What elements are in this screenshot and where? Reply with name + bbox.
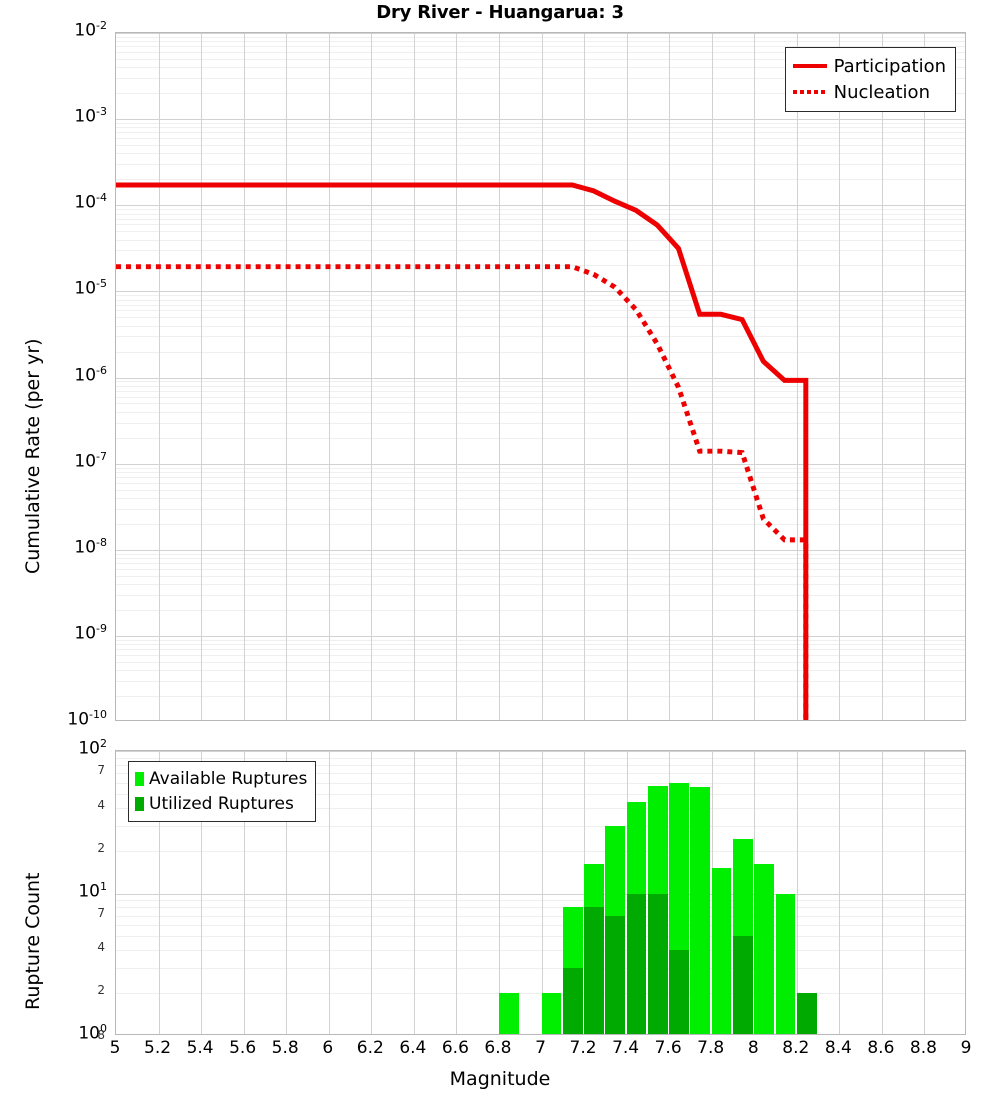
y-tick-label-minor: 7 (97, 763, 105, 777)
available-swatch-icon (135, 772, 144, 786)
x-tick-label: 5.4 (187, 1038, 214, 1058)
figure: Dry River - Huangarua: 3 Cumulative Rate… (0, 0, 1000, 1100)
legend-label: Available Ruptures (149, 769, 307, 789)
x-tick-label: 9 (961, 1038, 972, 1058)
grid-line-v (414, 751, 415, 1035)
x-tick-label: 5.8 (272, 1038, 299, 1058)
y-tick-label-top: 10-5 (74, 277, 107, 299)
x-axis-label: Magnitude (0, 1068, 1000, 1090)
legend-label: Participation (834, 56, 946, 77)
x-tick-label: 8 (748, 1038, 759, 1058)
bar-available (690, 787, 710, 1035)
bar-utilized (733, 936, 753, 1035)
x-tick-label: 5 (110, 1038, 121, 1058)
grid-line-v (882, 751, 883, 1035)
y-axis-label-bottom: Rupture Count (22, 873, 44, 1011)
x-tick-label: 7.6 (655, 1038, 682, 1058)
x-tick-label: 7.4 (612, 1038, 639, 1058)
grid-line-v (924, 751, 925, 1035)
grid-line-v (371, 751, 372, 1035)
x-tick-label: 6.6 (442, 1038, 469, 1058)
legend-item-available-ruptures[interactable]: Available Ruptures (135, 766, 307, 791)
bar-utilized (605, 916, 625, 1035)
curve-nucleation (116, 267, 806, 720)
legend-item-nucleation[interactable]: Nucleation (793, 79, 946, 105)
nucleation-dotted-line-icon (793, 90, 827, 94)
x-tick-label: 7.2 (570, 1038, 597, 1058)
x-tick-label: 8.2 (782, 1038, 809, 1058)
grid-line-v (839, 751, 840, 1035)
legend-item-utilized-ruptures[interactable]: Utilized Ruptures (135, 791, 307, 816)
y-tick-label-bottom: 101 (78, 880, 107, 902)
grid-line-v (329, 751, 330, 1035)
legend-label: Utilized Ruptures (149, 794, 294, 814)
y-tick-label-minor: 4 (97, 798, 105, 812)
y-tick-label-top: 10-7 (74, 450, 107, 472)
y-axis-label-top: Cumulative Rate (per yr) (22, 338, 44, 574)
y-tick-label-top: 10-4 (74, 191, 107, 213)
bar-available (499, 993, 519, 1035)
bar-available (754, 864, 774, 1035)
legend-top: Participation Nucleation (785, 47, 956, 112)
x-tick-label: 6.8 (484, 1038, 511, 1058)
bar-utilized (797, 993, 817, 1035)
legend-label: Nucleation (834, 82, 930, 103)
y-tick-label-top: 10-3 (74, 105, 107, 127)
y-tick-label-minor: 8 (97, 1028, 105, 1042)
bar-utilized (563, 968, 583, 1035)
x-tick-label: 6.2 (357, 1038, 384, 1058)
y-tick-label-bottom: 102 (78, 737, 107, 759)
legend-item-participation[interactable]: Participation (793, 53, 946, 79)
bar-available (542, 993, 562, 1035)
page-title: Dry River - Huangarua: 3 (0, 2, 1000, 23)
utilized-swatch-icon (135, 797, 144, 811)
y-tick-label-top: 10-9 (74, 622, 107, 644)
y-tick-label-minor: 4 (97, 940, 105, 954)
rate-curves (116, 33, 965, 720)
participation-line-icon (793, 64, 827, 68)
x-tick-label: 6.4 (399, 1038, 426, 1058)
rupture-count-plot: Available Ruptures Utilized Ruptures (115, 750, 966, 1035)
grid-line-v (456, 751, 457, 1035)
y-tick-label-minor: 7 (97, 906, 105, 920)
x-tick-label: 8.6 (867, 1038, 894, 1058)
legend-bottom: Available Ruptures Utilized Ruptures (128, 761, 316, 822)
cumulative-rate-plot: Participation Nucleation (115, 32, 966, 721)
y-tick-label-top: 10-2 (74, 19, 107, 41)
bar-utilized (584, 907, 604, 1035)
x-tick-label: 8.8 (910, 1038, 937, 1058)
bar-utilized (627, 894, 647, 1036)
x-tick-label: 7 (535, 1038, 546, 1058)
y-tick-label-top: 10-6 (74, 364, 107, 386)
x-tick-label: 5.6 (229, 1038, 256, 1058)
x-tick-label: 5.2 (144, 1038, 171, 1058)
bar-available (776, 894, 796, 1036)
bar-available (712, 868, 732, 1035)
y-tick-label-top: 10-8 (74, 536, 107, 558)
y-tick-label-minor: 2 (97, 983, 105, 997)
x-tick-label: 7.8 (697, 1038, 724, 1058)
x-tick-label: 8.4 (825, 1038, 852, 1058)
bar-utilized (669, 950, 689, 1035)
y-tick-label-minor: 2 (97, 841, 105, 855)
bar-utilized (648, 894, 668, 1036)
x-tick-label: 6 (322, 1038, 333, 1058)
y-tick-label-top: 10-10 (67, 708, 107, 730)
